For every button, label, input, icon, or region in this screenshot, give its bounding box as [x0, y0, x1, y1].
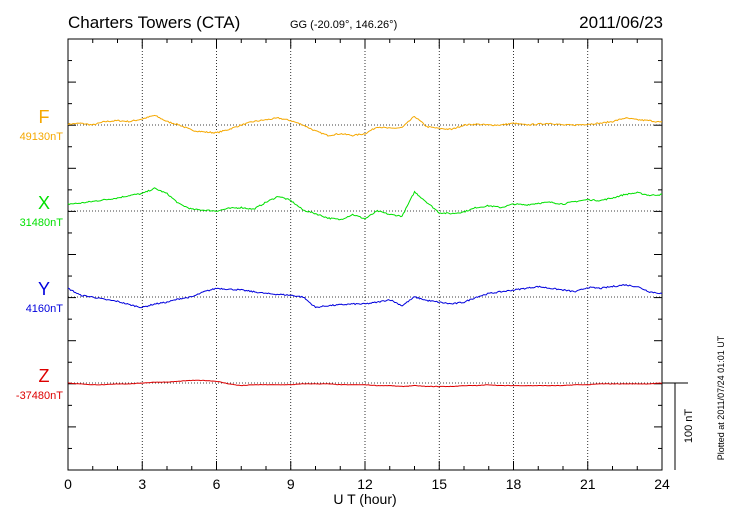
series-labels: F 49130nT X 31480nT Y 4160nT Z -37480nT: [16, 107, 63, 402]
component-letter-Y: Y: [38, 279, 50, 299]
x-tick-label-6: 6: [213, 476, 221, 492]
baseline-value-Y: 4160nT: [26, 303, 64, 315]
baseline-value-F: 49130nT: [20, 131, 64, 143]
station-title: Charters Towers (CTA): [68, 13, 240, 32]
x-tick-label-9: 9: [287, 476, 295, 492]
x-tick-label-12: 12: [357, 476, 373, 492]
baseline-value-X: 31480nT: [20, 217, 64, 229]
series-X-line: [67, 187, 663, 221]
grid-lines: [141, 39, 589, 470]
plot-date: 2011/06/23: [579, 13, 663, 32]
scale-bar: 100 nT: [662, 382, 695, 470]
plotted-timestamp: Plotted at 2011/07/24 01:01 UT: [716, 335, 726, 460]
x-tick-label-15: 15: [431, 476, 447, 492]
x-axis-label: U T (hour): [333, 491, 396, 507]
x-tick-label-24: 24: [654, 476, 670, 492]
series-F-line: [67, 114, 663, 137]
baseline-lines: [68, 124, 662, 384]
series-Z-line: [67, 379, 663, 388]
component-letter-F: F: [39, 107, 50, 127]
scale-bar-label: 100 nT: [683, 409, 695, 444]
x-tick-labels: 0 3 6 9 12 15 18 21 24: [64, 476, 670, 492]
x-tick-label-18: 18: [506, 476, 522, 492]
component-letter-X: X: [38, 193, 50, 213]
x-tick-label-21: 21: [580, 476, 596, 492]
series-Y-line: [67, 283, 663, 309]
series-lines: [67, 114, 663, 388]
component-letter-Z: Z: [39, 366, 50, 386]
x-tick-label-0: 0: [64, 476, 72, 492]
x-tick-label-3: 3: [138, 476, 146, 492]
baseline-value-Z: -37480nT: [16, 390, 63, 402]
station-coords: GG (-20.09°, 146.26°): [290, 19, 397, 31]
